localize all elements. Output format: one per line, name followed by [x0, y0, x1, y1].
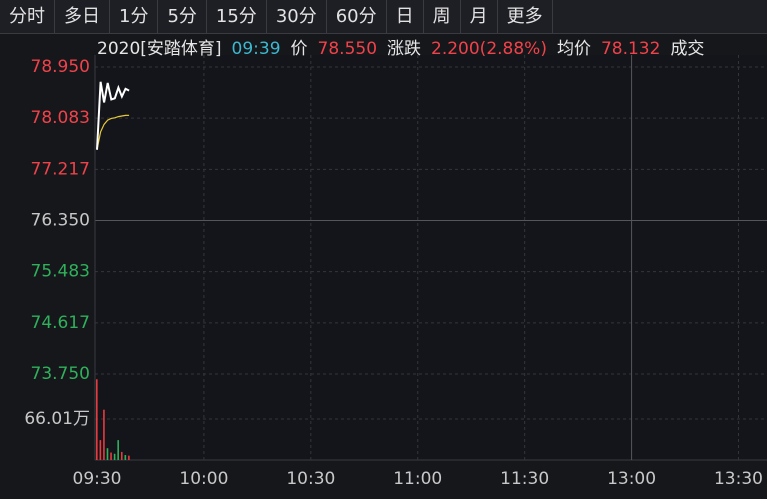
y-tick-label: 74.617	[31, 313, 90, 333]
plot-background	[95, 55, 767, 460]
volume-bar	[124, 455, 127, 460]
toolbar: 分时 多日 1分 5分 15分 30分 60分日周月更多	[0, 0, 767, 34]
x-tick-label: 11:00	[393, 469, 442, 489]
volume-bar	[113, 453, 116, 460]
tab[interactable]: 1分	[110, 0, 159, 33]
y-tick-label: 78.950	[31, 57, 90, 77]
info-bar: 2020[安踏体育] 09:39 价 78.550 涨跌 2.200(2.88%) 均价 78…	[97, 36, 767, 62]
tab[interactable]: 30分	[267, 0, 327, 33]
volume-bar	[106, 448, 109, 460]
tab[interactable]: 5分	[158, 0, 207, 33]
volume-bar	[103, 409, 105, 460]
y-tick-label: 77.217	[31, 159, 90, 179]
volume-bar	[117, 440, 119, 460]
info-item: 2.200(2.88%)	[431, 39, 547, 59]
info-item: 成交	[670, 39, 705, 59]
y-tick-label: 76.350	[31, 211, 90, 231]
price-line	[96, 114, 130, 150]
info-item: 78.132	[600, 39, 661, 59]
info-item: 2020[安踏体育]	[97, 39, 222, 59]
tab[interactable]: 60分	[327, 0, 387, 33]
tab[interactable]: 15分	[207, 0, 267, 33]
volume-bar	[120, 451, 123, 460]
tab[interactable]: 多日	[55, 0, 110, 33]
volume-bar	[128, 455, 130, 460]
info-item: 09:39	[231, 39, 281, 59]
tab[interactable]: 周	[424, 0, 461, 33]
info-item: 均价	[556, 39, 591, 59]
x-tick-label: 10:00	[179, 469, 228, 489]
volume-tick-label: 66.01万	[24, 409, 90, 429]
x-tick-label: 10:30	[286, 469, 335, 489]
info-item: 涨跌	[387, 39, 422, 59]
volume-bar	[99, 440, 102, 460]
tab[interactable]: 分时	[0, 0, 55, 33]
tab[interactable]: 月	[461, 0, 498, 33]
y-tick-label: 73.750	[31, 364, 90, 384]
tab[interactable]: 更多	[498, 0, 553, 33]
x-tick-label: 11:30	[500, 469, 549, 489]
volume-bar	[96, 379, 98, 460]
volume-bar	[110, 452, 112, 460]
x-tick-label: 13:00	[607, 469, 656, 489]
x-tick-label: 09:30	[73, 469, 122, 489]
price-line	[96, 81, 130, 150]
info-item: 价	[290, 39, 308, 59]
tab[interactable]: 日	[387, 0, 424, 33]
y-tick-label: 75.483	[31, 262, 90, 282]
y-tick-label: 78.083	[31, 108, 90, 128]
info-item: 78.550	[317, 39, 378, 59]
x-tick-label: 13:30	[714, 469, 763, 489]
